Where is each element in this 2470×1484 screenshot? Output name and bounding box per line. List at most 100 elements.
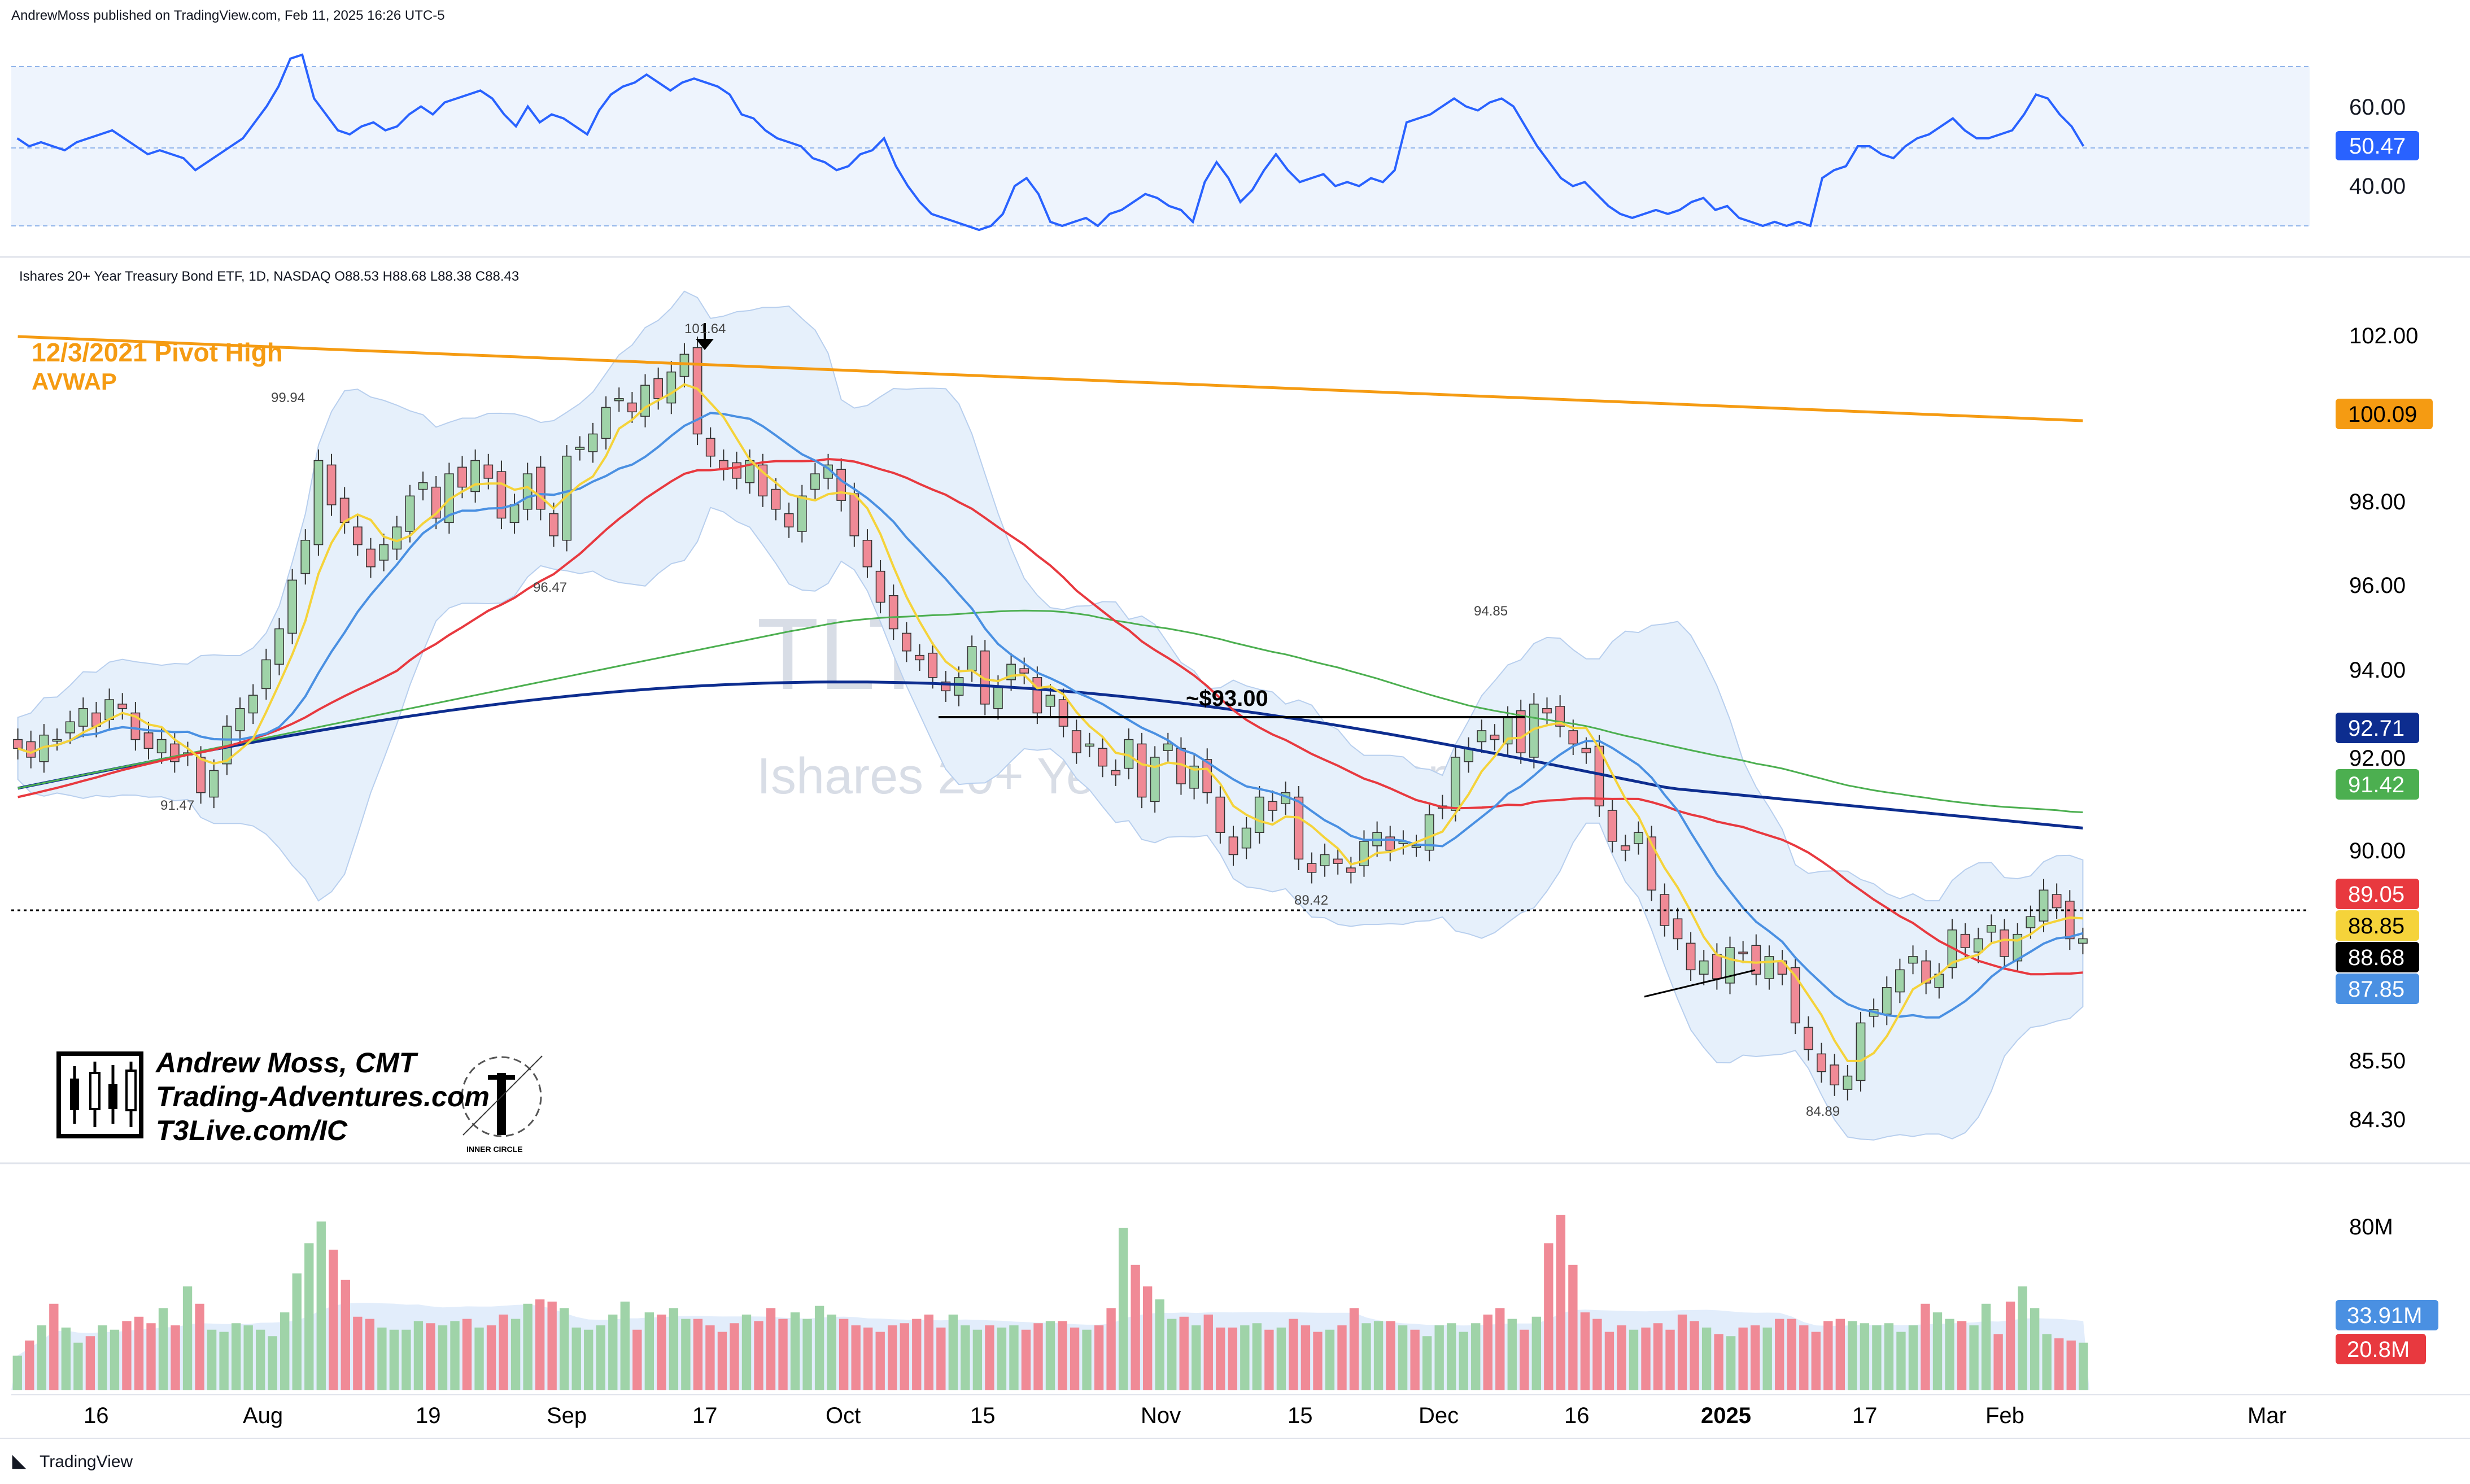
volume-bar: [1653, 1323, 1663, 1390]
volume-bar: [632, 1329, 642, 1390]
rsi-line: [16, 53, 2085, 232]
x-tick: Dec: [1419, 1403, 1459, 1428]
volume-bar: [377, 1327, 387, 1390]
author-link[interactable]: T3Live.com/IC: [156, 1115, 347, 1146]
volume-bar: [85, 1336, 95, 1390]
volume-bar: [1276, 1327, 1286, 1390]
volume-bar: [438, 1325, 448, 1390]
price-tag-last-value: 88.68: [2348, 945, 2404, 970]
volume-bar: [1701, 1327, 1712, 1390]
volume-bar: [182, 1286, 193, 1390]
volume-bar: [571, 1327, 581, 1390]
candle-up: [575, 447, 585, 450]
candle-down: [1098, 748, 1107, 767]
price-tag-red: [2336, 879, 2419, 909]
tradingview-label[interactable]: TradingView: [40, 1452, 133, 1471]
candle-up: [1895, 969, 1905, 993]
candle-up: [1424, 814, 1434, 851]
x-tick: Nov: [1141, 1403, 1181, 1428]
volume-bar: [231, 1323, 241, 1390]
volume-bar: [1981, 1303, 1991, 1390]
candle-down: [1019, 668, 1029, 674]
volume-bar: [1872, 1325, 1882, 1390]
footer-bar: ◣ TradingView: [0, 1438, 2470, 1484]
candle-up: [65, 721, 75, 734]
volume-bar: [49, 1303, 59, 1390]
author-site[interactable]: Trading-Adventures.com: [156, 1081, 490, 1112]
volume-bar: [146, 1323, 156, 1390]
volume-bar: [790, 1312, 800, 1390]
yellow-moving-average: [17, 383, 2083, 1062]
candle-down: [1071, 730, 1081, 753]
rsi-last-value: 50.47: [2349, 134, 2406, 159]
volume-bar: [1179, 1316, 1189, 1390]
volume-bar: [1884, 1323, 1894, 1390]
price-panel: TLT, 1D Ishares 20+ Year Treasury Bond E…: [11, 290, 2433, 1154]
tradingview-logo-icon[interactable]: ◣: [12, 1452, 26, 1470]
volume-bar: [1677, 1314, 1687, 1390]
volume-bar: [158, 1308, 168, 1390]
candle-down: [836, 469, 846, 501]
volume-bar: [596, 1325, 605, 1390]
volume-bar: [1398, 1325, 1408, 1390]
volume-bar: [1483, 1314, 1493, 1390]
volume-bar: [1945, 1319, 1954, 1390]
price-tag-navy-value: 92.71: [2348, 716, 2404, 741]
volume-bar: [1544, 1243, 1553, 1390]
candle-down: [875, 570, 885, 603]
x-tick: Sep: [547, 1403, 587, 1428]
volume-bar: [1252, 1323, 1262, 1390]
volume-bar: [316, 1221, 326, 1390]
candle-up: [601, 407, 611, 439]
candle-up: [313, 460, 324, 545]
candle-up: [810, 473, 820, 490]
volume-bar: [474, 1327, 484, 1390]
low-label-4: 84.89: [1806, 1104, 1840, 1119]
candle-up: [797, 495, 807, 532]
volume-bar: [2079, 1342, 2088, 1390]
x-tick: 17: [692, 1403, 718, 1428]
rsi-panel: 60.00 40.00 50.47: [11, 53, 2419, 232]
volume-bar: [766, 1308, 776, 1390]
volume-bar: [1787, 1319, 1796, 1390]
candle-down: [1137, 743, 1147, 798]
candle-up: [78, 708, 88, 727]
candle-down: [1228, 836, 1238, 856]
chart-svg[interactable]: 60.00 40.00 50.47 TLT, 1D Ishares 20+ Ye…: [0, 0, 2470, 1438]
candle-up: [1908, 956, 1918, 964]
candle-down: [1542, 708, 1552, 714]
volume-tag-last-value: 20.8M: [2347, 1337, 2410, 1362]
volume-bar: [961, 1325, 970, 1390]
candle-up: [235, 708, 245, 731]
volume-bar: [243, 1325, 253, 1390]
volume-bar: [1751, 1325, 1760, 1390]
volume-bar: [778, 1319, 788, 1390]
candle-up: [679, 353, 689, 377]
volume-bar: [1835, 1319, 1845, 1390]
volume-bar: [341, 1280, 350, 1390]
volume-bar: [1118, 1228, 1128, 1390]
price-tag-red-value: 89.05: [2348, 882, 2404, 907]
volume-bar: [2054, 1338, 2064, 1390]
volume-bar: [1568, 1264, 1578, 1390]
volume-bar: [1167, 1319, 1177, 1390]
volume-bar: [2005, 1301, 2015, 1390]
volume-bar: [924, 1314, 933, 1390]
price-tick: 85.50: [2349, 1049, 2406, 1073]
candle-down: [196, 757, 206, 793]
volume-bar: [1775, 1319, 1784, 1390]
volume-bar: [1520, 1329, 1529, 1390]
rsi-tick-60: 60.00: [2349, 95, 2406, 120]
volume-bar: [207, 1329, 217, 1390]
volume-bar: [1641, 1327, 1651, 1390]
candle-down: [705, 438, 715, 457]
x-tick: Feb: [1985, 1403, 2024, 1428]
navy-moving-average: [18, 680, 2083, 830]
volume-bar: [268, 1336, 277, 1390]
volume-bar: [802, 1319, 812, 1390]
volume-bar: [523, 1303, 533, 1390]
volume-bar: [1192, 1325, 1201, 1390]
volume-bar: [1301, 1325, 1311, 1390]
candle-down: [1607, 810, 1617, 842]
